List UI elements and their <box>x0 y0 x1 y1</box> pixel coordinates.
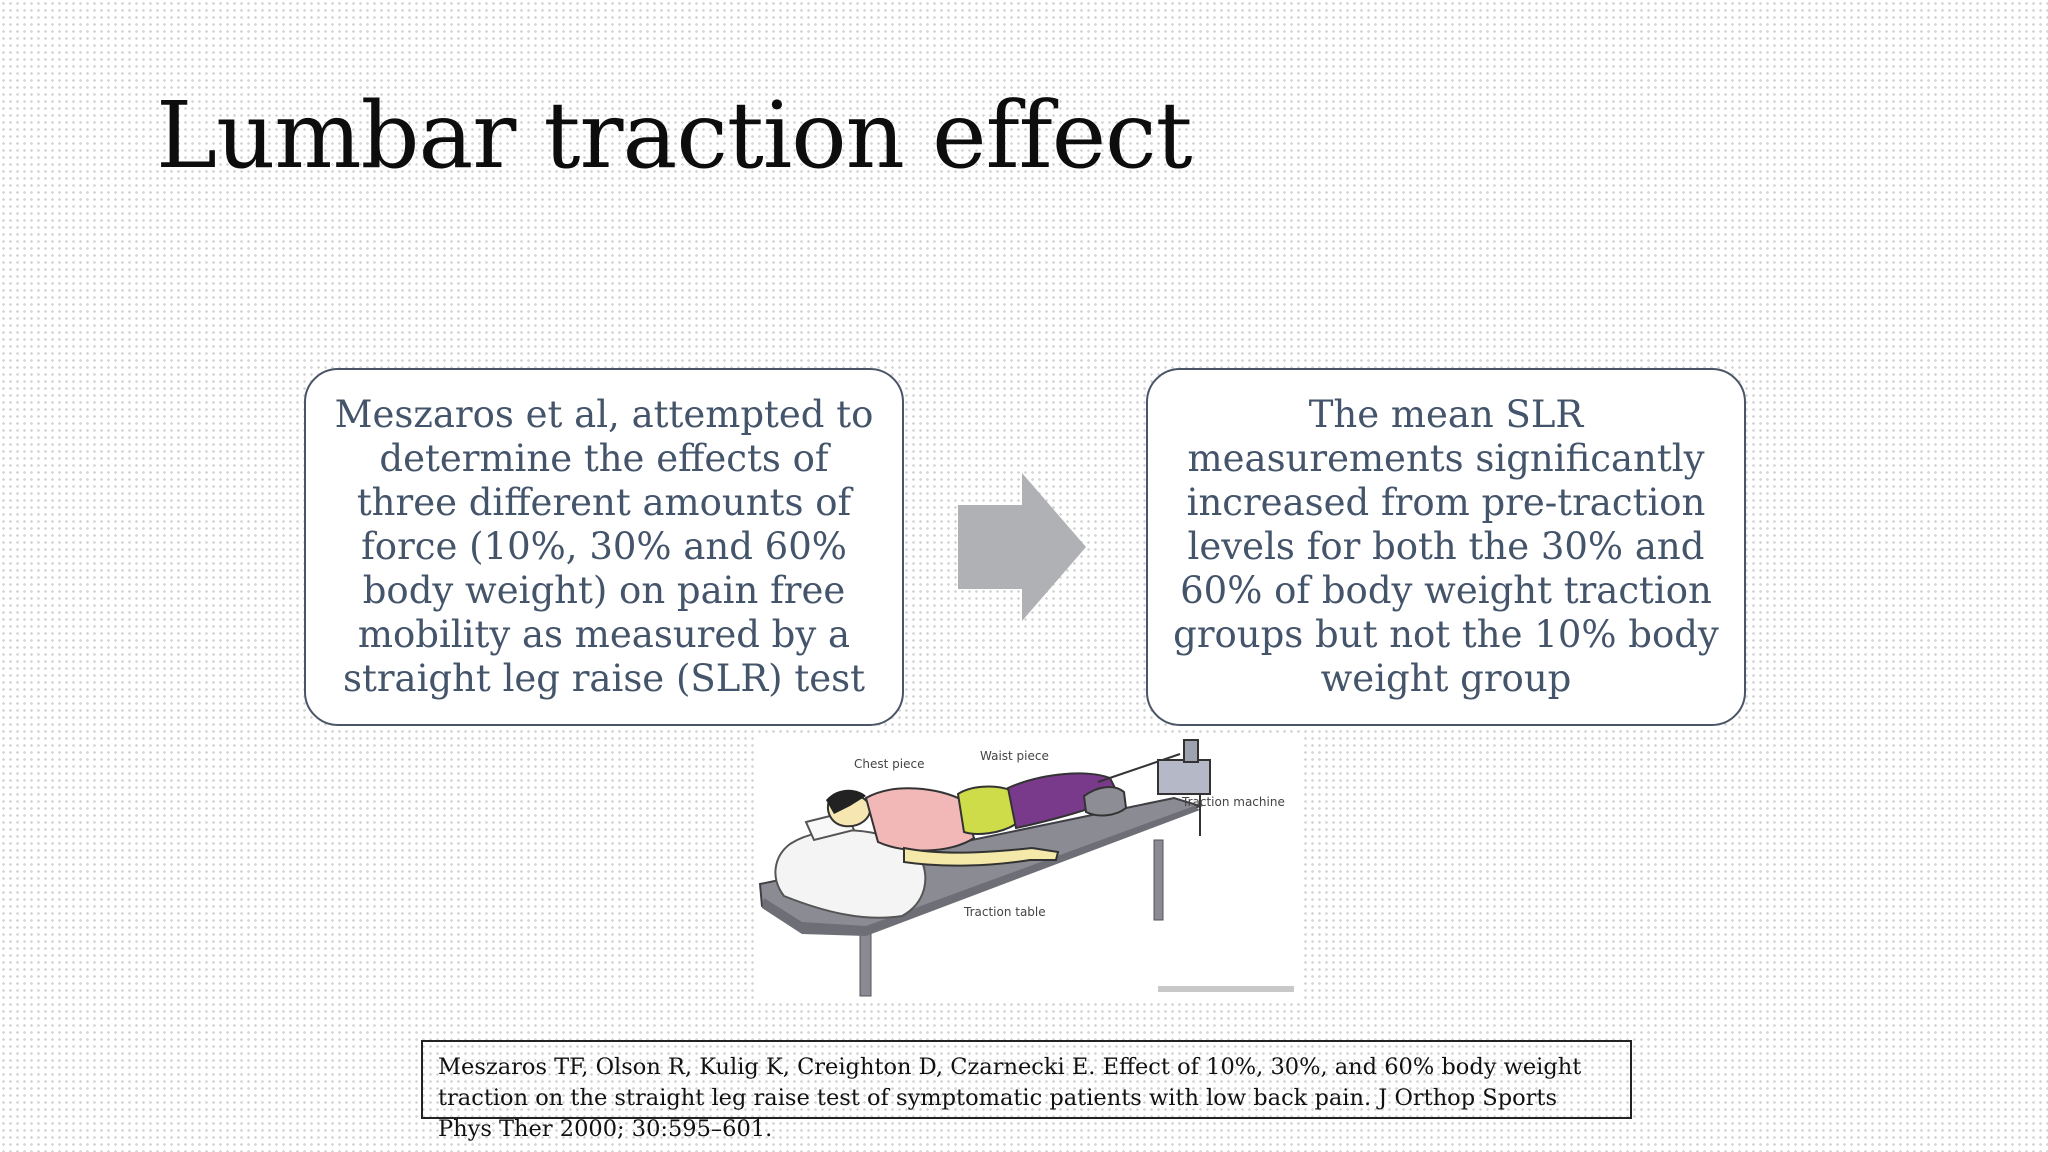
pillow <box>774 829 927 919</box>
waist-piece <box>956 785 1018 835</box>
chest-piece <box>864 787 976 852</box>
table-leg <box>1153 839 1164 921</box>
label-traction-table: Traction table <box>963 905 1046 919</box>
label-traction-machine: Traction machine <box>1181 795 1285 809</box>
traction-illustration: Chest piece Waist piece Traction machine… <box>754 736 1300 1000</box>
study-description-text: Meszaros et al, attempted to determine t… <box>334 393 874 700</box>
study-result-box: The mean SLR measurements significantly … <box>1146 368 1746 726</box>
study-result-text: The mean SLR measurements significantly … <box>1173 393 1719 700</box>
slide-title: Lumbar traction effect <box>156 82 1193 189</box>
citation-text: Meszaros TF, Olson R, Kulig K, Creighton… <box>438 1054 1582 1142</box>
traction-machine <box>1157 759 1211 795</box>
label-chest-piece: Chest piece <box>854 757 924 771</box>
study-description-box: Meszaros et al, attempted to determine t… <box>304 368 904 726</box>
label-waist-piece: Waist piece <box>980 749 1049 763</box>
right-arrow-icon <box>958 473 1086 621</box>
watermark <box>1158 986 1294 992</box>
patient-arm <box>903 846 1060 867</box>
traction-rope <box>1097 753 1181 783</box>
citation-box: Meszaros TF, Olson R, Kulig K, Creighton… <box>421 1040 1632 1142</box>
